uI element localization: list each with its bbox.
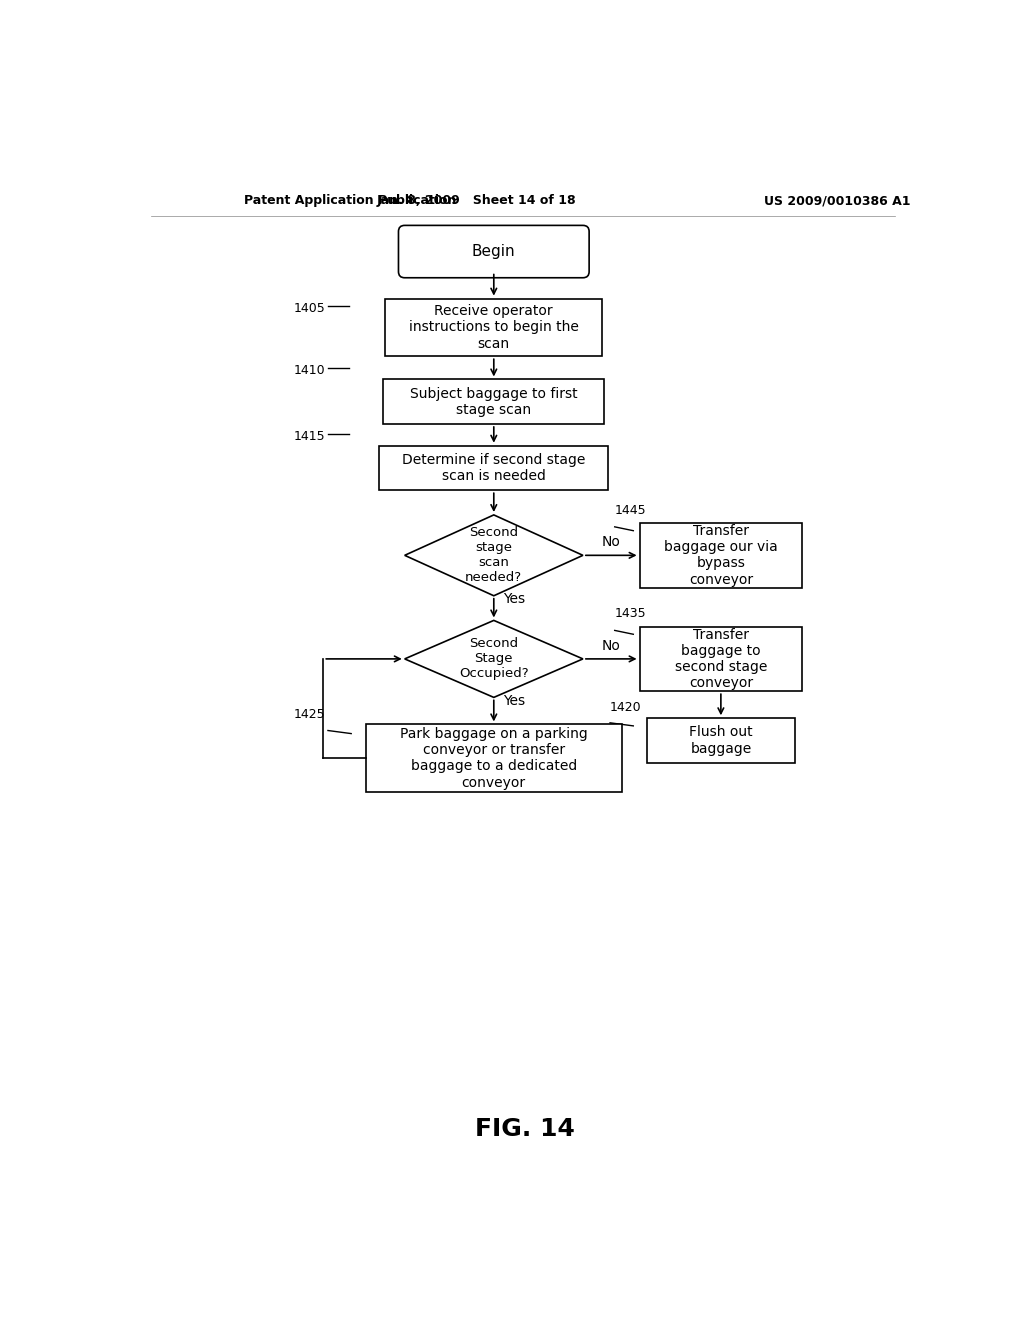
Bar bbox=[647, 718, 795, 763]
Text: FIG. 14: FIG. 14 bbox=[475, 1117, 574, 1140]
Text: Second
stage
scan
needed?: Second stage scan needed? bbox=[465, 527, 522, 585]
Text: 1410: 1410 bbox=[294, 364, 326, 378]
Text: Park baggage on a parking
conveyor or transfer
baggage to a dedicated
conveyor: Park baggage on a parking conveyor or tr… bbox=[400, 727, 588, 789]
Polygon shape bbox=[404, 620, 583, 697]
Bar bbox=[640, 523, 802, 587]
Text: Begin: Begin bbox=[472, 244, 516, 259]
Text: Flush out
baggage: Flush out baggage bbox=[689, 726, 753, 755]
Text: Jan. 8, 2009   Sheet 14 of 18: Jan. 8, 2009 Sheet 14 of 18 bbox=[377, 194, 577, 207]
Bar bbox=[380, 446, 608, 490]
Text: Patent Application Publication: Patent Application Publication bbox=[245, 194, 457, 207]
Bar bbox=[383, 379, 604, 424]
Text: 1445: 1445 bbox=[614, 504, 646, 517]
Bar bbox=[385, 298, 602, 356]
Text: 1435: 1435 bbox=[614, 607, 646, 620]
Text: 1405: 1405 bbox=[294, 302, 326, 315]
Text: 1425: 1425 bbox=[294, 708, 326, 721]
Text: Receive operator
instructions to begin the
scan: Receive operator instructions to begin t… bbox=[409, 304, 579, 351]
Text: Second
Stage
Occupied?: Second Stage Occupied? bbox=[459, 638, 528, 680]
Bar bbox=[640, 627, 802, 692]
Text: Transfer
baggage our via
bypass
conveyor: Transfer baggage our via bypass conveyor bbox=[664, 524, 778, 586]
Text: No: No bbox=[602, 639, 621, 653]
Text: US 2009/0010386 A1: US 2009/0010386 A1 bbox=[764, 194, 910, 207]
Text: 1420: 1420 bbox=[610, 701, 642, 714]
Text: Yes: Yes bbox=[503, 693, 525, 708]
Text: Subject baggage to first
stage scan: Subject baggage to first stage scan bbox=[410, 387, 578, 417]
Bar bbox=[366, 725, 622, 792]
Polygon shape bbox=[404, 515, 583, 595]
FancyBboxPatch shape bbox=[398, 226, 589, 277]
Text: No: No bbox=[602, 535, 621, 549]
Text: Yes: Yes bbox=[503, 591, 525, 606]
Text: 1415: 1415 bbox=[294, 430, 326, 444]
Text: Determine if second stage
scan is needed: Determine if second stage scan is needed bbox=[402, 453, 586, 483]
Text: Transfer
baggage to
second stage
conveyor: Transfer baggage to second stage conveyo… bbox=[675, 627, 767, 690]
